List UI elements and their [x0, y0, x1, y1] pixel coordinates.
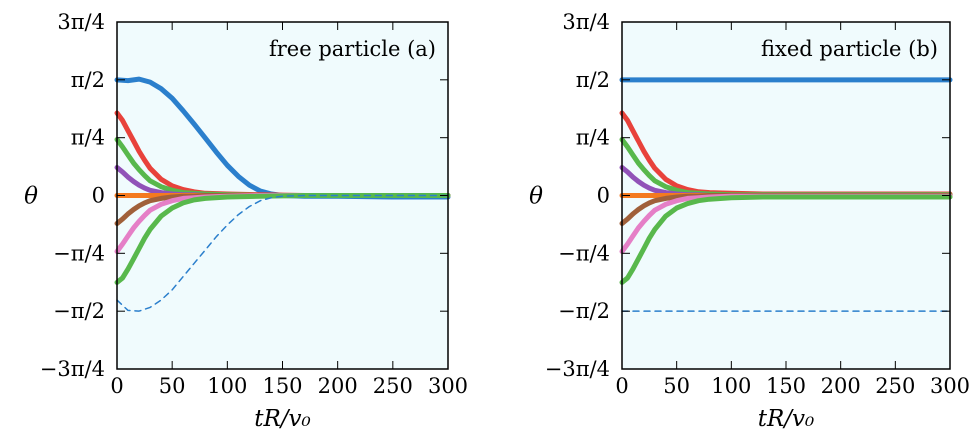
ticks-layer: 0 50 100 150 200 250 300 3π/4 π/2 π/4 0 −π/4 −π/2 −3π… — [40, 10, 468, 398]
x-tick-label: 0 — [615, 374, 628, 398]
y-tick-label: π/4 — [576, 126, 610, 150]
series-line — [114, 193, 451, 285]
x-tick-label: 50 — [663, 374, 690, 398]
y-tick-label: −π/2 — [558, 299, 610, 323]
panel-label: free particle (a) — [269, 37, 436, 61]
y-tick-label: π/2 — [576, 68, 610, 92]
x-tick-label: 150 — [766, 374, 806, 398]
y-tick-label: −3π/4 — [545, 357, 610, 381]
x-tick-label: 50 — [159, 374, 186, 398]
plot-frame — [621, 21, 951, 370]
y-tick-label: 0 — [597, 184, 610, 208]
y-tick-label: π/2 — [71, 68, 105, 92]
series-line — [619, 194, 953, 285]
x-tick-label: 100 — [207, 374, 247, 398]
plot-frame — [116, 21, 449, 370]
x-tick-label: 0 — [110, 374, 123, 398]
x-axis-label: tR/v₀ — [254, 406, 311, 432]
series-layer — [114, 76, 451, 312]
y-tick-label: −π/4 — [558, 241, 610, 265]
x-tick-label: 250 — [875, 374, 915, 398]
panel-fixed-particle: 0 50 100 150 200 250 300 3π/4 π/2 π/4 0 −π/4 −π/2 −3π… — [529, 10, 970, 432]
series-line-dashed — [116, 194, 449, 312]
panel-free-particle: 0 50 100 150 200 250 300 3π/4 π/2 π/4 0 −π/4 −π/2 −3π… — [24, 10, 468, 432]
x-tick-label: 200 — [318, 374, 358, 398]
y-axis-label: θ — [24, 184, 38, 210]
x-tick-label: 200 — [821, 374, 861, 398]
x-tick-label: 300 — [930, 374, 970, 398]
y-tick-label: 0 — [92, 184, 105, 208]
x-tick-label: 300 — [428, 374, 468, 398]
panel-label: fixed particle (b) — [761, 37, 938, 61]
y-tick-label: −π/4 — [53, 241, 105, 265]
y-tick-label: 3π/4 — [562, 10, 610, 34]
y-axis-label: θ — [529, 184, 543, 210]
ticks-layer: 0 50 100 150 200 250 300 3π/4 π/2 π/4 0 −π/4 −π/2 −3π… — [545, 10, 970, 398]
y-tick-label: −3π/4 — [40, 357, 105, 381]
x-tick-label: 100 — [711, 374, 751, 398]
y-tick-label: π/4 — [71, 126, 105, 150]
series-layer — [619, 77, 953, 312]
x-tick-label: 250 — [373, 374, 413, 398]
x-axis-label: tR/v₀ — [758, 406, 815, 432]
y-tick-label: 3π/4 — [57, 10, 105, 34]
x-tick-label: 150 — [262, 374, 302, 398]
y-tick-label: −π/2 — [53, 299, 105, 323]
